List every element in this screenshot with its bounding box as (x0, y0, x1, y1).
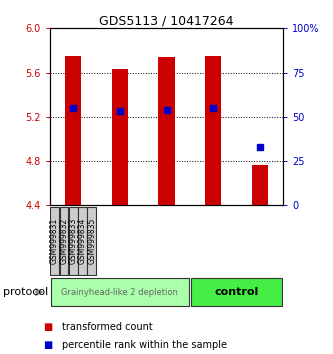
Title: GDS5113 / 10417264: GDS5113 / 10417264 (99, 14, 234, 27)
Bar (252, 166, 268, 205)
Text: control: control (214, 287, 258, 297)
Bar (50, 207, 59, 275)
Text: ■: ■ (43, 322, 53, 332)
Bar (65, 56, 81, 205)
Bar (159, 57, 174, 205)
Text: GSM999832: GSM999832 (59, 218, 69, 264)
Text: GSM999833: GSM999833 (69, 217, 78, 264)
Text: ■: ■ (43, 340, 53, 350)
Bar (78, 207, 87, 275)
Text: GSM999834: GSM999834 (78, 217, 87, 264)
Bar (51, 278, 189, 306)
Bar (205, 56, 221, 205)
Text: GSM999835: GSM999835 (87, 217, 97, 264)
Bar (69, 207, 78, 275)
Bar (88, 207, 96, 275)
Text: GSM999831: GSM999831 (50, 218, 59, 264)
Text: percentile rank within the sample: percentile rank within the sample (62, 340, 226, 350)
Text: Grainyhead-like 2 depletion: Grainyhead-like 2 depletion (62, 287, 178, 297)
Bar (191, 278, 282, 306)
Text: transformed count: transformed count (62, 322, 153, 332)
Bar (60, 207, 68, 275)
Bar (112, 69, 128, 205)
Text: protocol: protocol (3, 287, 49, 297)
